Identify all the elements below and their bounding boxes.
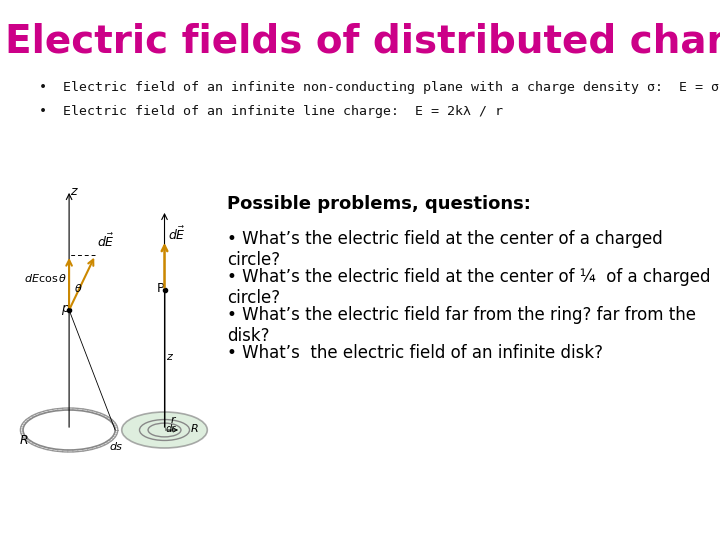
Text: $\theta$: $\theta$ <box>74 282 83 294</box>
Text: • What’s the electric field far from the ring? far from the disk?: • What’s the electric field far from the… <box>227 306 696 345</box>
Text: R: R <box>19 434 28 447</box>
Text: dr: dr <box>166 424 176 434</box>
Text: $d\vec{E}$: $d\vec{E}$ <box>168 226 186 243</box>
Ellipse shape <box>122 412 207 448</box>
Text: Electric fields of distributed charges: Electric fields of distributed charges <box>5 23 720 61</box>
Text: $dE\cos\theta$: $dE\cos\theta$ <box>24 272 68 284</box>
Text: • What’s  the electric field of an infinite disk?: • What’s the electric field of an infini… <box>227 344 603 362</box>
Text: z: z <box>166 352 172 362</box>
Text: Possible problems, questions:: Possible problems, questions: <box>227 195 531 213</box>
Text: • What’s the electric field at the center of ¼  of a charged circle?: • What’s the electric field at the cente… <box>227 268 711 307</box>
Text: z: z <box>71 185 77 198</box>
Text: ds: ds <box>110 442 123 452</box>
Text: p: p <box>61 302 69 315</box>
Text: R: R <box>191 424 199 434</box>
Text: $d\vec{E}$: $d\vec{E}$ <box>97 233 115 250</box>
Text: •  Electric field of an infinite non-conducting plane with a charge density σ:  : • Electric field of an infinite non-cond… <box>40 82 720 94</box>
Text: •  Electric field of an infinite line charge:  E = 2kλ / r: • Electric field of an infinite line cha… <box>40 105 503 118</box>
Text: r: r <box>171 415 176 425</box>
Text: P: P <box>157 282 164 295</box>
Text: • What’s the electric field at the center of a charged circle?: • What’s the electric field at the cente… <box>227 230 663 269</box>
